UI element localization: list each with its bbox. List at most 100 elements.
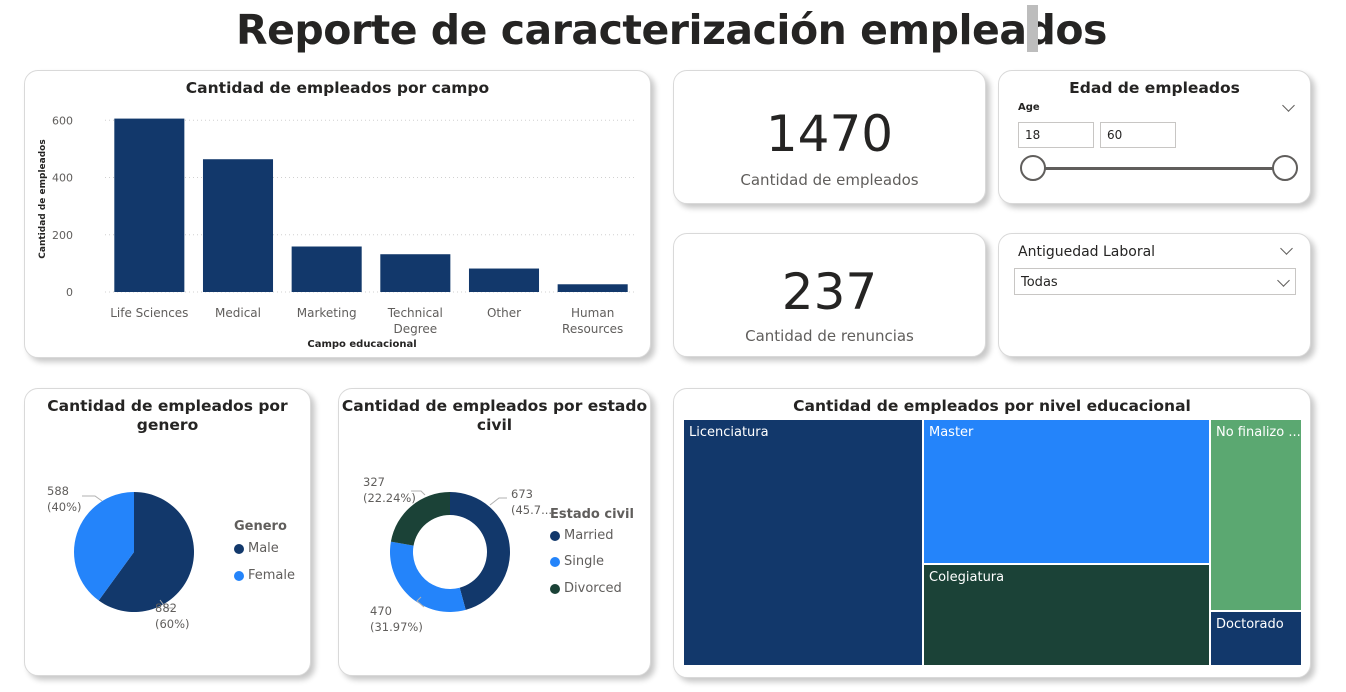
data-label-percent: (31.97%) bbox=[370, 620, 423, 634]
bar bbox=[380, 254, 451, 292]
kpi-card-resignations[interactable]: 237 Cantidad de renuncias bbox=[673, 233, 986, 357]
data-label-percent: (60%) bbox=[155, 617, 190, 631]
data-label-value: 588 bbox=[47, 484, 69, 498]
data-label-value: 327 bbox=[363, 475, 385, 489]
pie-slice bbox=[390, 492, 450, 546]
bar bbox=[291, 246, 362, 292]
x-tick-label: Other bbox=[487, 306, 521, 320]
legend-item-male[interactable]: Male bbox=[234, 541, 279, 556]
treemap-label: Master bbox=[929, 425, 974, 440]
data-label-percent: (40%) bbox=[47, 500, 82, 514]
age-max-input[interactable]: 60 bbox=[1100, 122, 1176, 148]
treemap-card[interactable]: Cantidad de empleados por nivel educacio… bbox=[673, 388, 1311, 678]
treemap-label: Licenciatura bbox=[689, 425, 769, 440]
data-label-value: 470 bbox=[370, 604, 392, 618]
treemap-label: Colegiatura bbox=[929, 570, 1005, 585]
legend-dot bbox=[550, 530, 560, 541]
marital-donut-chart: 673 (45.7... 470 (31.97%) 327 (22.24%) bbox=[363, 475, 552, 634]
gender-title-line-2: genero bbox=[136, 416, 199, 434]
leader-line bbox=[82, 495, 103, 502]
legend-dot bbox=[234, 570, 244, 581]
x-tick-label: Technical bbox=[387, 306, 443, 320]
bar bbox=[557, 284, 628, 292]
treemap-cell-colegiatura[interactable]: Colegiatura bbox=[924, 565, 1209, 665]
y-tick-label: 600 bbox=[52, 114, 73, 127]
treemap-cell-no-finalizo[interactable]: No finalizo ... bbox=[1211, 420, 1301, 610]
bar bbox=[114, 118, 185, 292]
y-tick-label: 400 bbox=[52, 172, 73, 185]
page-title: Reporte de caracterización empleados bbox=[236, 6, 1107, 54]
x-tick-label: Resources bbox=[562, 322, 623, 336]
gender-legend-title: Genero bbox=[234, 519, 287, 534]
pie-slice bbox=[73, 492, 134, 601]
marital-donut-card[interactable]: Cantidad de empleados por estado civil 6… bbox=[338, 388, 651, 676]
age-slider-track[interactable] bbox=[1033, 167, 1285, 170]
legend-label-female: Female bbox=[248, 568, 296, 583]
treemap-label: Doctorado bbox=[1216, 617, 1284, 632]
chevron-down-icon[interactable] bbox=[1282, 99, 1295, 112]
legend-dot bbox=[234, 543, 244, 554]
gender-pie-card[interactable]: Cantidad de empleados por genero 882 (60%… bbox=[24, 388, 311, 676]
bar bbox=[468, 268, 540, 292]
treemap-cell-licenciatura[interactable]: Licenciatura bbox=[684, 420, 922, 665]
bar-chart-card[interactable]: Cantidad de empleados por campo 0 200 400 6… bbox=[24, 70, 651, 358]
age-min-input[interactable]: 18 bbox=[1018, 122, 1094, 148]
data-label-value: 882 bbox=[155, 601, 177, 615]
leader-line bbox=[416, 596, 425, 608]
legend-item-divorced[interactable]: Divorced bbox=[550, 581, 622, 596]
leader-line bbox=[411, 490, 426, 496]
legend-label-single: Single bbox=[564, 554, 604, 569]
marital-legend-title: Estado civil bbox=[550, 507, 634, 522]
tenure-dropdown[interactable]: Todas bbox=[1014, 268, 1296, 295]
age-slider-max-handle[interactable] bbox=[1272, 155, 1298, 181]
treemap-label: No finalizo ... bbox=[1216, 425, 1301, 440]
age-slicer-card[interactable]: Edad de empleados Age 18 60 bbox=[998, 70, 1311, 204]
data-label-percent: (22.24%) bbox=[363, 491, 416, 505]
data-label-percent: (45.7... bbox=[511, 503, 552, 517]
treemap-title: Cantidad de empleados por nivel educacio… bbox=[793, 397, 1191, 415]
kpi-employees-value: 1470 bbox=[765, 105, 894, 163]
gender-title-line-1: Cantidad de empleados por bbox=[47, 397, 288, 415]
legend-label-divorced: Divorced bbox=[564, 581, 622, 596]
treemap-cell-master[interactable]: Master bbox=[924, 420, 1209, 563]
x-tick-label: Medical bbox=[215, 306, 261, 320]
legend-label-male: Male bbox=[248, 541, 279, 556]
legend-dot bbox=[550, 583, 560, 594]
leader-line bbox=[159, 599, 173, 609]
text-cursor bbox=[1027, 5, 1038, 52]
treemap-cell-doctorado[interactable]: Doctorado bbox=[1211, 612, 1301, 665]
bar bbox=[202, 159, 274, 292]
legend-item-married[interactable]: Married bbox=[550, 528, 614, 543]
legend-label-married: Married bbox=[564, 528, 614, 543]
data-label-value: 673 bbox=[511, 487, 533, 501]
leader-line bbox=[489, 497, 507, 506]
kpi-resignations-value: 237 bbox=[781, 263, 878, 321]
age-slider-min-handle[interactable] bbox=[1020, 155, 1046, 181]
pie-slice bbox=[390, 541, 466, 612]
kpi-card-employees[interactable]: 1470 Cantidad de empleados bbox=[673, 70, 986, 204]
bar-chart: 0 200 400 600 Life Sciences Medical Marketing T… bbox=[38, 114, 637, 350]
x-tick-label: Degree bbox=[393, 322, 437, 336]
x-axis-title: Campo educacional bbox=[307, 339, 416, 350]
legend-dot bbox=[550, 556, 560, 567]
x-tick-label: Human bbox=[571, 306, 614, 320]
age-field-label: Age bbox=[1018, 102, 1040, 113]
legend-item-single[interactable]: Single bbox=[550, 554, 604, 569]
kpi-employees-label: Cantidad de empleados bbox=[740, 171, 919, 189]
legend-item-female[interactable]: Female bbox=[234, 568, 295, 583]
tenure-selected-value: Todas bbox=[1021, 275, 1058, 290]
pie-slice bbox=[98, 492, 194, 612]
marital-title-line-2: civil bbox=[476, 416, 513, 434]
tenure-slicer-title: Antiguedad Laboral bbox=[1018, 244, 1156, 260]
age-slicer-title: Edad de empleados bbox=[1069, 79, 1240, 97]
y-tick-label: 200 bbox=[52, 229, 73, 242]
y-axis-title: Cantidad de empleados bbox=[38, 139, 48, 258]
marital-title-line-1: Cantidad de empleados por estado bbox=[341, 397, 648, 415]
x-tick-label: Marketing bbox=[297, 306, 357, 320]
pie-slice bbox=[450, 492, 511, 610]
chevron-down-icon[interactable] bbox=[1280, 242, 1293, 255]
kpi-resignations-label: Cantidad de renuncias bbox=[745, 327, 914, 345]
tenure-slicer-card[interactable]: Antiguedad Laboral Todas bbox=[998, 233, 1311, 357]
gender-pie-chart: 882 (60%) 588 (40%) bbox=[47, 484, 194, 631]
y-tick-label: 0 bbox=[66, 286, 73, 299]
